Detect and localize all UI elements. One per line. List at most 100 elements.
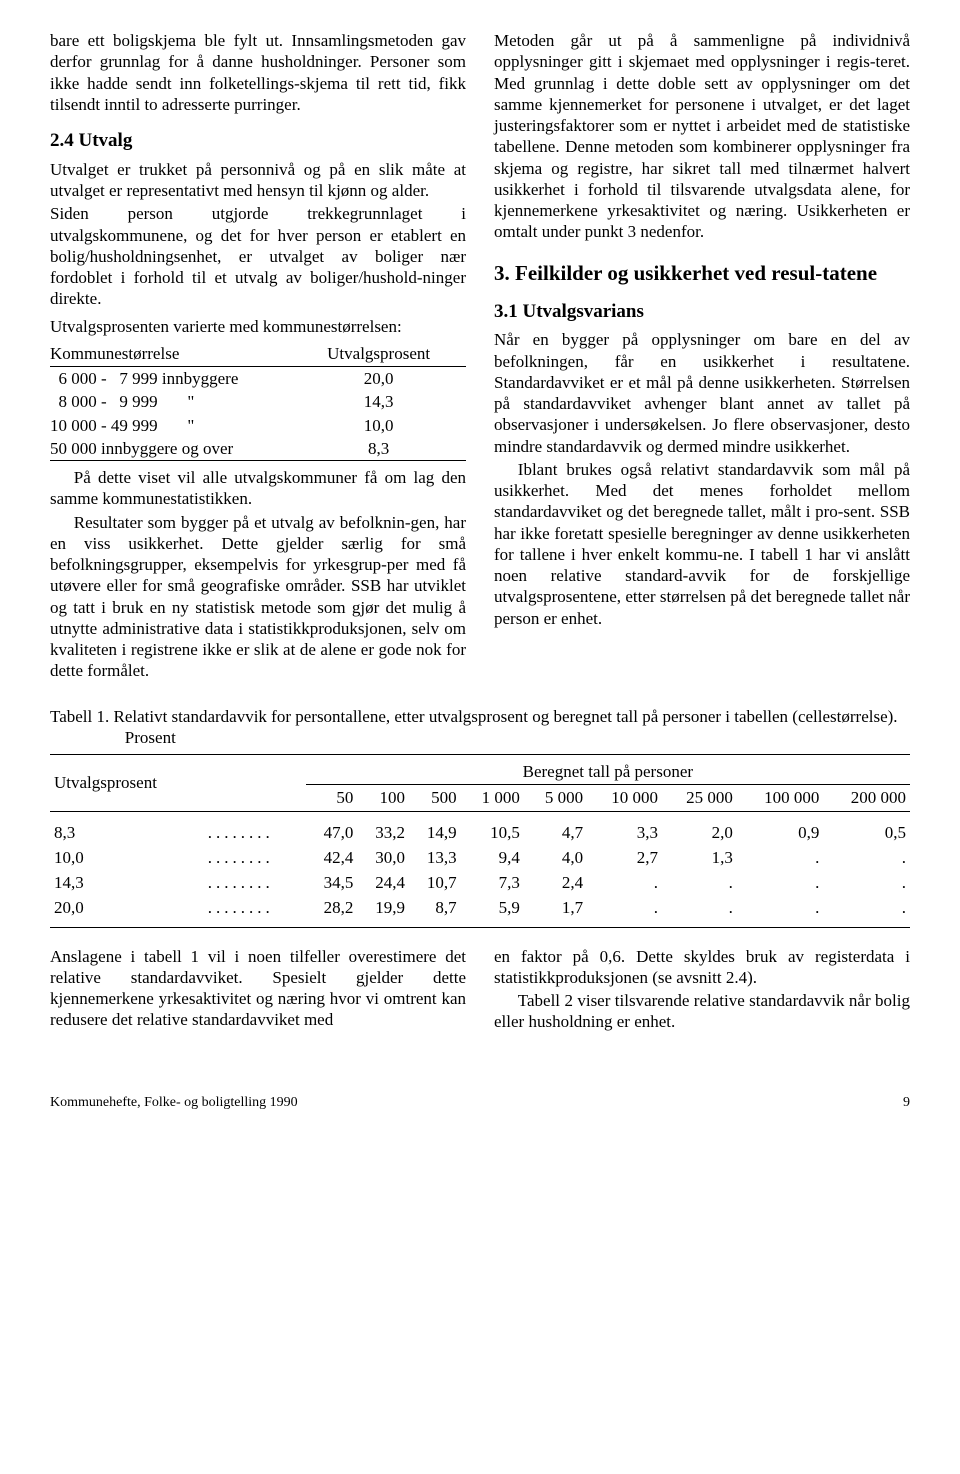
cell: 34,5 [306,870,358,895]
table-row: 10,0 ........ 42,4 30,0 13,3 9,4 4,0 2,7… [50,845,910,870]
cell: . [823,845,910,870]
table-row: 50 000 innbyggere og over 8,3 [50,437,466,461]
cell: 10,0 [291,414,466,437]
cell: 7,3 [461,870,524,895]
paragraph: Iblant brukes også relativt standardavvi… [494,459,910,629]
footer-left: Kommunehefte, Folke- og boligtelling 199… [50,1095,298,1111]
kommune-size-table: Kommunestørrelse Utvalgsprosent 6 000 - … [50,341,466,461]
paragraph: Resultater som bygger på et utvalg av be… [50,512,466,682]
cell: 2,7 [587,845,662,870]
page-footer: Kommunehefte, Folke- og boligtelling 199… [50,1095,910,1111]
table-row: 6 000 - 7 999 innbyggere 20,0 [50,367,466,391]
cell: 24,4 [357,870,409,895]
cell: 8,3 [291,437,466,461]
table-intro: Utvalgsprosenten varierte med kommunestø… [50,316,466,337]
cell: 6 000 - 7 999 innbyggere [50,367,291,391]
paragraph: Metoden går ut på å sammenligne på indiv… [494,30,910,243]
cell: 8,3 [50,811,202,845]
heading-3-feilkilder: 3. Feilkilder og usikkerhet ved resul-ta… [494,261,910,286]
table-row: 8 000 - 9 999 " 14,3 [50,390,466,413]
table1-section: Tabell 1. Relativt standardavvik for per… [50,706,910,928]
cell: 9,4 [461,845,524,870]
cell: 10,5 [461,811,524,845]
cell: 0,5 [823,811,910,845]
cell: 1,7 [524,895,587,927]
bottom-right-column: en faktor på 0,6. Dette skyldes bruk av … [494,946,910,1035]
table-row: 10 000 - 49 999 " 10,0 [50,414,466,437]
cell: . [823,895,910,927]
bottom-two-column: Anslagene i tabell 1 vil i noen tilfelle… [50,946,910,1035]
cell: 47,0 [306,811,358,845]
dots: ........ [202,870,306,895]
cell: . [737,845,824,870]
cell: 19,9 [357,895,409,927]
paragraph: Når en bygger på opplysninger om bare en… [494,329,910,457]
table-row: 14,3 ........ 34,5 24,4 10,7 7,3 2,4 . .… [50,870,910,895]
paragraph: en faktor på 0,6. Dette skyldes bruk av … [494,946,910,989]
paragraph: På dette viset vil alle utvalgskommuner … [50,467,466,510]
paragraph: Siden person utgjorde trekkegrunnlaget i… [50,203,466,309]
paragraph: bare ett boligskjema ble fylt ut. Innsam… [50,30,466,115]
cell: . [587,870,662,895]
paragraph: Anslagene i tabell 1 vil i noen tilfelle… [50,946,466,1031]
col-head: 100 000 [737,785,824,811]
col-head: 100 [357,785,409,811]
col-head: 50 [306,785,358,811]
cell: . [823,870,910,895]
col-head: 25 000 [662,785,737,811]
cell: 42,4 [306,845,358,870]
col-head: 5 000 [524,785,587,811]
dots: ........ [202,845,306,870]
cell: 20,0 [50,895,202,927]
cell: 5,9 [461,895,524,927]
table-row: 8,3 ........ 47,0 33,2 14,9 10,5 4,7 3,3… [50,811,910,845]
cell: 33,2 [357,811,409,845]
cell: 10 000 - 49 999 " [50,414,291,437]
table1-rowhead: Utvalgsprosent [50,755,202,812]
table-header: Kommunestørrelse [50,341,291,367]
cell: 50 000 innbyggere og over [50,437,291,461]
col-head: 200 000 [823,785,910,811]
cell: . [737,870,824,895]
right-column: Metoden går ut på å sammenligne på indiv… [494,30,910,684]
cell: 4,0 [524,845,587,870]
dots: ........ [202,895,306,927]
table1-caption: Tabell 1. Relativt standardavvik for per… [50,706,910,749]
cell: . [662,895,737,927]
table-row: 20,0 ........ 28,2 19,9 8,7 5,9 1,7 . . … [50,895,910,927]
spacer [202,755,306,812]
cell: 14,3 [291,390,466,413]
col-head: 1 000 [461,785,524,811]
cell: 14,9 [409,811,461,845]
table1-spanhead: Beregnet tall på personer [306,755,910,785]
cell: 1,3 [662,845,737,870]
cell: . [662,870,737,895]
dots: ........ [202,811,306,845]
page-number: 9 [903,1095,910,1111]
cell: 3,3 [587,811,662,845]
cell: 20,0 [291,367,466,391]
cell: 10,0 [50,845,202,870]
cell: 14,3 [50,870,202,895]
cell: 2,4 [524,870,587,895]
cell: 10,7 [409,870,461,895]
cell: . [587,895,662,927]
cell: . [737,895,824,927]
cell: 30,0 [357,845,409,870]
page: bare ett boligskjema ble fylt ut. Innsam… [0,0,960,1131]
paragraph: Tabell 2 viser tilsvarende relative stan… [494,990,910,1033]
paragraph: Utvalget er trukket på personnivå og på … [50,159,466,202]
cell: 2,0 [662,811,737,845]
cell: 28,2 [306,895,358,927]
cell: 4,7 [524,811,587,845]
two-column-layout: bare ett boligskjema ble fylt ut. Innsam… [50,30,910,684]
heading-3-1-utvalgsvarians: 3.1 Utvalgsvarians [494,300,910,324]
cell: 8 000 - 9 999 " [50,390,291,413]
cell: 0,9 [737,811,824,845]
cell: 8,7 [409,895,461,927]
cell: 13,3 [409,845,461,870]
heading-2-4-utvalg: 2.4 Utvalg [50,129,466,153]
col-head: 500 [409,785,461,811]
left-column: bare ett boligskjema ble fylt ut. Innsam… [50,30,466,684]
table-header: Utvalgsprosent [291,341,466,367]
